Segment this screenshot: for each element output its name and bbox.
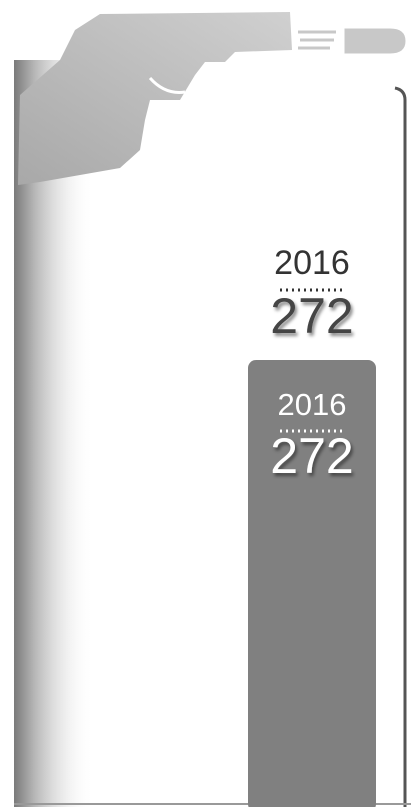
gun-silhouette (18, 12, 292, 185)
category-label: 2016 (274, 244, 350, 282)
category-label-inside: 2016 (278, 387, 347, 422)
frame-edge (394, 86, 407, 807)
value-label-inside: 272 (270, 428, 353, 484)
value-label: 272 (270, 288, 353, 344)
bullet-icon (298, 28, 406, 54)
left-shade (14, 60, 94, 807)
trigger-guard (148, 76, 186, 94)
bar (248, 360, 376, 807)
